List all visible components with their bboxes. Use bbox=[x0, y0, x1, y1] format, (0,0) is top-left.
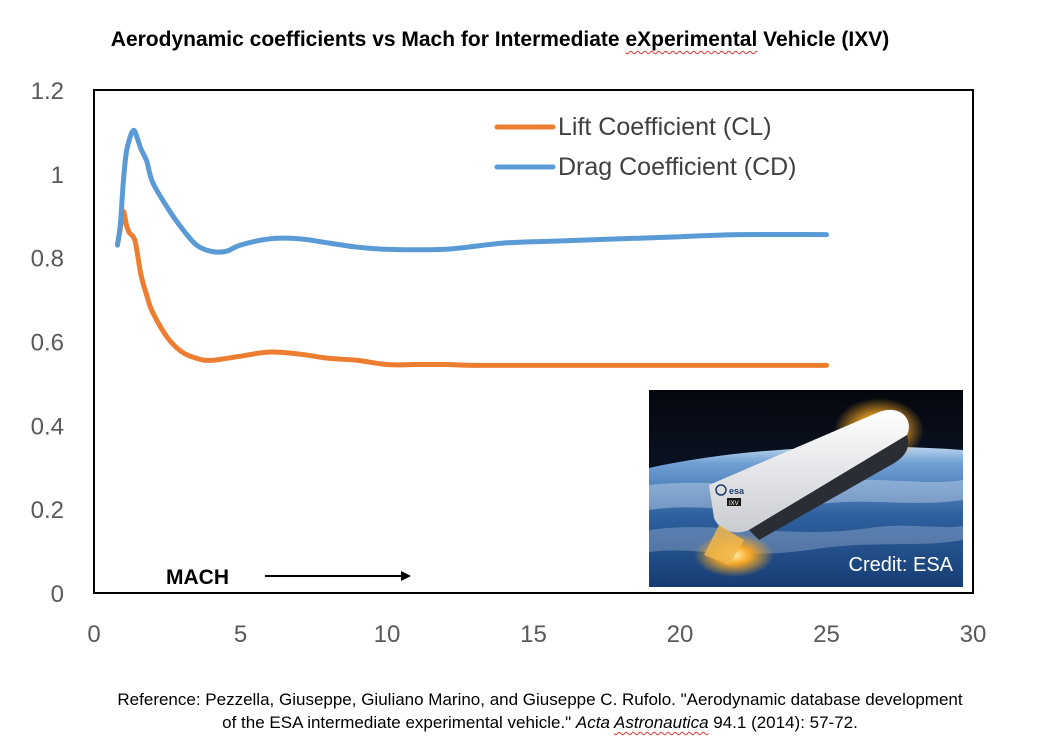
x-tick-label: 30 bbox=[960, 621, 987, 648]
reference-line-2: of the ESA intermediate experimental veh… bbox=[222, 713, 858, 732]
ixv-heatshield bbox=[749, 435, 909, 540]
y-tick-label: 1.2 bbox=[31, 78, 64, 105]
x-tick-label: 10 bbox=[374, 621, 401, 648]
y-tick-label: 0.6 bbox=[31, 330, 64, 357]
esa-logo-mark bbox=[715, 484, 727, 496]
y-tick-label: 0.4 bbox=[31, 413, 64, 440]
mach-annotation: MACH bbox=[166, 566, 229, 589]
reference-line-1: Reference: Pezzella, Giuseppe, Giuliano … bbox=[117, 690, 963, 709]
x-axis-ticks: 0 5 10 15 20 25 30 bbox=[87, 621, 986, 648]
ixv-flap bbox=[704, 525, 744, 565]
x-tick-label: 0 bbox=[87, 621, 100, 648]
y-axis-ticks: 0 0.2 0.4 0.6 0.8 1 1.2 bbox=[31, 78, 64, 608]
ixv-inset-photo: esa IXV Credit: ESA bbox=[649, 390, 963, 587]
legend-label-drag: Drag Coefficient (CD) bbox=[558, 153, 797, 181]
x-tick-label: 5 bbox=[234, 621, 247, 648]
plot-area-frame bbox=[93, 89, 974, 594]
ixv-tag bbox=[727, 498, 741, 506]
legend-label-lift: Lift Coefficient (CL) bbox=[558, 113, 772, 141]
chart-title: Aerodynamic coefficients vs Mach for Int… bbox=[110, 28, 890, 51]
photo-credit: Credit: ESA bbox=[848, 554, 953, 576]
chart-title-misspelling: eXperimental bbox=[625, 28, 758, 51]
reference-citation: Reference: Pezzella, Giuseppe, Giuliano … bbox=[0, 688, 1046, 734]
y-tick-label: 1 bbox=[51, 162, 64, 189]
y-tick-label: 0 bbox=[51, 581, 64, 608]
series-line-lift bbox=[114, 209, 829, 368]
y-tick-label: 0.2 bbox=[31, 497, 64, 524]
series-line-drag bbox=[114, 127, 829, 255]
mach-arrow-head bbox=[401, 571, 411, 581]
x-tick-label: 25 bbox=[813, 621, 840, 648]
ixv-illustration: esa IXV bbox=[649, 390, 963, 587]
ixv-tag-text: IXV bbox=[729, 501, 739, 507]
legend: Lift Coefficient (CL) Drag Coefficient (… bbox=[494, 113, 797, 181]
esa-logo-text: esa bbox=[729, 486, 745, 496]
y-tick-label: 0.8 bbox=[31, 246, 64, 273]
x-tick-label: 15 bbox=[520, 621, 547, 648]
x-tick-label: 20 bbox=[667, 621, 694, 648]
ixv-body bbox=[709, 409, 909, 533]
